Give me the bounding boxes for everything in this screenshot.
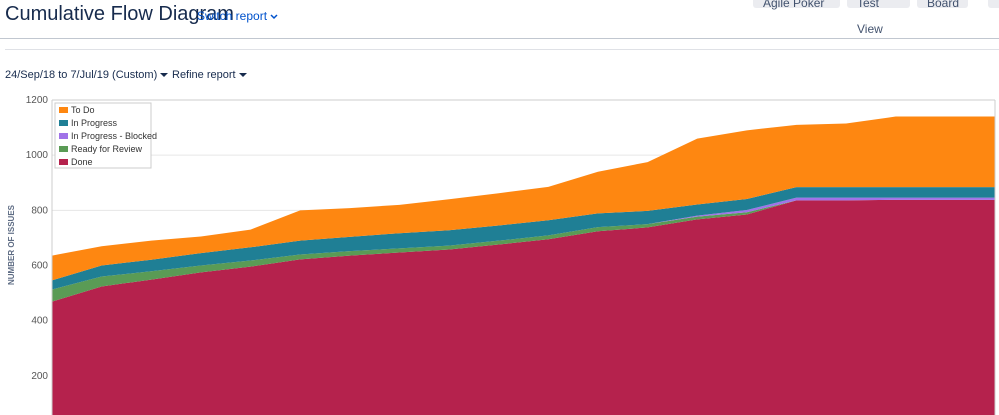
legend-swatch (59, 107, 68, 113)
y-tick-label: 200 (31, 371, 48, 382)
caret (270, 14, 278, 20)
date-range-label: 24/Sep/18 to 7/Jul/19 (Custom) (5, 69, 158, 81)
legend-label: In Progress - Blocked (71, 131, 157, 141)
y-axis-label: NUMBER OF ISSUES (7, 204, 16, 285)
button[interactable] (988, 0, 999, 8)
button[interactable]: Test View (847, 0, 910, 36)
area (52, 187, 995, 290)
y-tick-label: 400 (31, 316, 48, 327)
legend-swatch (59, 120, 68, 126)
button[interactable]: Agile Poker (753, 0, 840, 10)
area (52, 116, 995, 281)
area (52, 199, 995, 415)
legend-swatch (59, 146, 68, 152)
legend-label: Done (71, 157, 93, 167)
legend-label: Ready for Review (71, 144, 143, 154)
switch-report[interactable]: Switch report (197, 9, 278, 23)
divider (5, 49, 999, 50)
legend-swatch (59, 133, 68, 139)
caret (160, 73, 169, 77)
switch-report-label: Switch report (197, 9, 268, 23)
button[interactable]: Board (917, 0, 968, 10)
refine-label: Refine report (172, 69, 236, 81)
y-tick-label: 800 (31, 205, 48, 216)
divider (0, 38, 999, 39)
legend-label: In Progress (71, 118, 118, 128)
date-range[interactable]: 24/Sep/18 to 7/Jul/19 (Custom) (5, 69, 169, 81)
caret (238, 73, 247, 77)
legend-swatch (59, 159, 68, 165)
y-tick-label: 600 (31, 261, 48, 272)
y-tick-label: 1000 (26, 150, 49, 161)
chart: 200 400 600 800 1000 1200 NUMBER OF ISSUES To D… (7, 95, 996, 415)
page-title: Cumulative Flow Diagram (5, 3, 234, 25)
y-tick-label: 1200 (26, 95, 49, 106)
legend-box (54, 102, 152, 169)
legend-label: To Do (71, 105, 95, 115)
refine-report[interactable]: Refine report (172, 69, 247, 81)
